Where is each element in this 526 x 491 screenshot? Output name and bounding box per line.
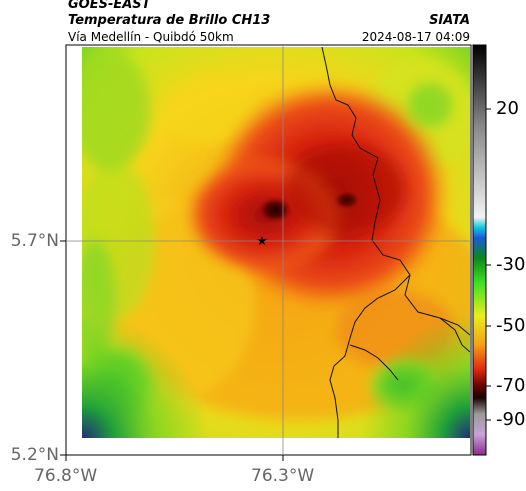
timestamp-label: 2024-08-17 04:09 xyxy=(361,30,470,44)
colorbar-tick-label: -70 xyxy=(496,375,526,396)
location-star-icon: ★ xyxy=(256,234,268,249)
latitude-tick-label: 5.7°N xyxy=(10,231,59,251)
longitude-tick-label: 76.8°W xyxy=(34,466,98,486)
colorbar-tick-label: 20 xyxy=(496,98,519,119)
product-title: Temperatura de Brillo CH13 xyxy=(68,13,271,28)
region-subtitle: Vía Medellín - Quibdó 50km xyxy=(68,30,234,44)
colorbar-tick-label: -50 xyxy=(496,315,526,336)
satellite-title: GOES-EAST xyxy=(68,0,151,12)
colorbar-tick-label: -30 xyxy=(496,254,526,275)
colorbar xyxy=(472,44,487,456)
latitude-tick-label: 5.2°N xyxy=(10,445,59,465)
brightness-temperature-field xyxy=(82,47,470,438)
colorbar-tick-label: -90 xyxy=(496,409,526,430)
organization-label: SIATA xyxy=(429,13,470,28)
longitude-tick-label: 76.3°W xyxy=(251,466,315,486)
